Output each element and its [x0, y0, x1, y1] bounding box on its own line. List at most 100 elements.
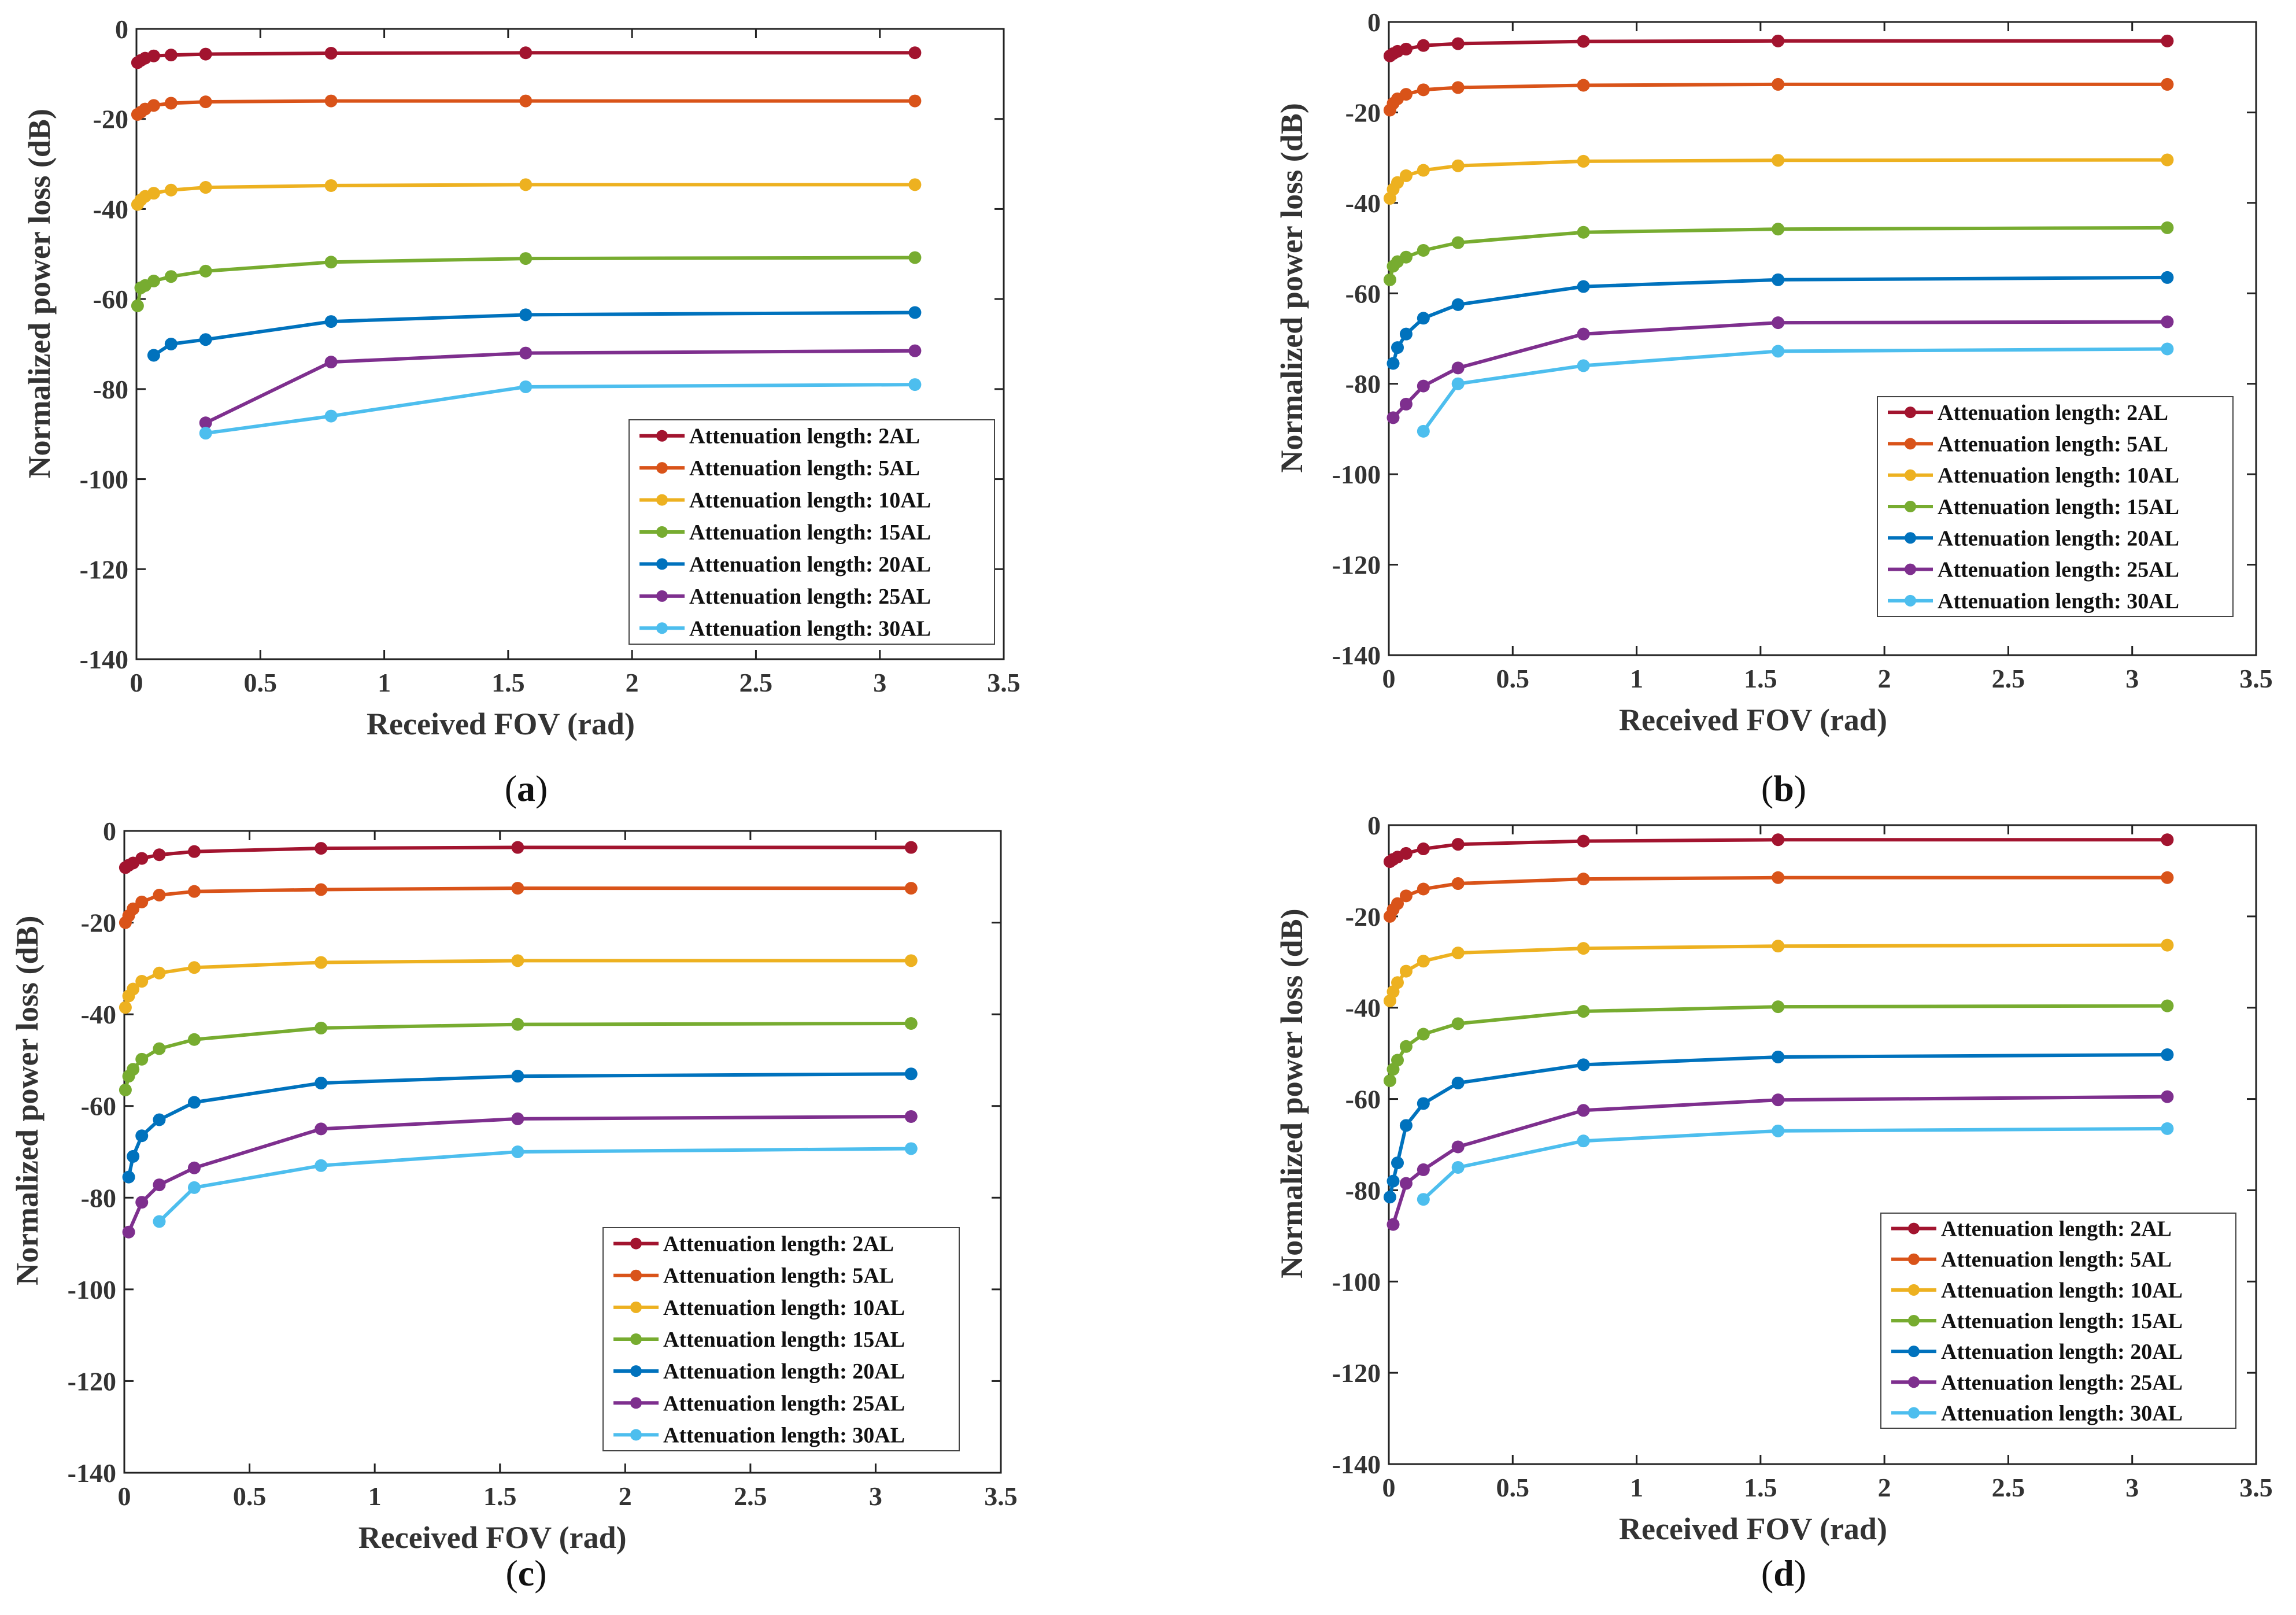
- data-point: [1391, 976, 1404, 989]
- data-point: [1417, 39, 1430, 52]
- y-axis-title: Normalized power loss (dB): [22, 109, 57, 478]
- data-point: [1417, 424, 1430, 438]
- data-point: [1387, 357, 1400, 370]
- data-point: [2161, 871, 2174, 884]
- y-tick-label: -60: [1345, 1085, 1381, 1114]
- data-point: [1451, 37, 1465, 50]
- data-point: [1577, 327, 1590, 341]
- legend-swatch-marker: [630, 1333, 642, 1345]
- legend-box: [1877, 396, 2234, 617]
- data-point: [1391, 1156, 1404, 1170]
- data-point: [127, 1150, 140, 1163]
- data-point: [1417, 1028, 1430, 1041]
- x-axis-title: Received FOV (rad): [367, 707, 635, 741]
- x-tick-label: 3: [2125, 664, 2139, 693]
- data-point: [511, 1145, 524, 1158]
- data-point: [324, 356, 338, 369]
- legend-entry: Attenuation length: 2AL: [663, 1232, 894, 1256]
- data-point: [135, 1196, 149, 1209]
- legend-swatch-marker: [630, 1429, 642, 1441]
- data-point: [1399, 327, 1413, 341]
- y-tick-label: -60: [1345, 279, 1381, 308]
- series-line-7: [1422, 1126, 2168, 1201]
- data-point: [135, 1129, 149, 1143]
- data-point: [1391, 341, 1404, 354]
- legend-swatch-marker: [1908, 1407, 1920, 1419]
- series-line-7: [205, 383, 915, 435]
- data-point: [1772, 1124, 1785, 1137]
- legend-swatch-marker: [630, 1397, 642, 1409]
- data-point: [1387, 1174, 1400, 1188]
- legend-swatch-marker: [1905, 469, 1916, 481]
- data-point: [1577, 226, 1590, 239]
- data-point: [1451, 298, 1465, 311]
- data-point: [2161, 938, 2174, 952]
- data-point: [1772, 316, 1785, 330]
- x-tick-label: 3: [869, 1481, 882, 1511]
- data-point: [1577, 873, 1590, 886]
- x-tick-label: 2.5: [740, 668, 773, 697]
- panel-label: (a): [505, 768, 548, 809]
- legend-entry: Attenuation length: 30AL: [1938, 589, 2179, 614]
- series-line-4: [1388, 226, 2168, 280]
- data-point: [1772, 223, 1785, 236]
- data-point: [324, 256, 338, 269]
- data-point: [1577, 1058, 1590, 1071]
- y-tick-label: -100: [1332, 460, 1381, 489]
- legend-entry: Attenuation length: 2AL: [1938, 401, 2168, 425]
- data-point: [2161, 77, 2174, 91]
- legend-swatch-marker: [630, 1301, 642, 1313]
- data-point: [164, 270, 178, 283]
- data-point: [187, 961, 201, 974]
- data-point: [324, 94, 338, 108]
- y-tick-label: -140: [1332, 641, 1381, 670]
- y-tick-label: -60: [93, 284, 128, 314]
- legend-swatch-marker: [1905, 563, 1916, 575]
- legend-entry: Attenuation length: 15AL: [1941, 1309, 2183, 1333]
- y-tick-label: 0: [1367, 811, 1381, 840]
- legend-swatch-marker: [1908, 1253, 1920, 1265]
- data-point: [1399, 169, 1413, 182]
- y-tick-label: -140: [80, 645, 128, 674]
- data-point: [1399, 88, 1413, 101]
- y-tick-label: -80: [1345, 369, 1381, 399]
- legend-box: [1880, 1213, 2236, 1429]
- data-point: [1451, 838, 1465, 851]
- data-point: [187, 845, 201, 858]
- data-point: [1399, 1177, 1413, 1190]
- data-point: [1399, 250, 1413, 264]
- data-point: [904, 1142, 918, 1155]
- data-point: [904, 1110, 918, 1123]
- data-point: [1577, 79, 1590, 92]
- data-point: [1417, 243, 1430, 257]
- legend-entry: Attenuation length: 10AL: [663, 1296, 905, 1320]
- legend-box: [628, 419, 995, 645]
- data-point: [315, 1159, 328, 1172]
- x-tick-label: 0.5: [233, 1481, 267, 1511]
- data-point: [1391, 897, 1404, 910]
- data-point: [153, 1113, 166, 1126]
- data-point: [904, 1067, 918, 1081]
- data-point: [147, 49, 160, 62]
- legend-swatch-marker: [656, 622, 668, 634]
- data-point: [1577, 1104, 1590, 1117]
- data-point: [324, 179, 338, 192]
- x-tick-label: 2: [626, 668, 639, 697]
- data-point: [164, 338, 178, 350]
- data-point: [135, 975, 149, 988]
- legend-entry: Attenuation length: 5AL: [689, 456, 920, 481]
- x-tick-label: 0: [118, 1481, 131, 1511]
- legend-swatch-marker: [630, 1365, 642, 1377]
- x-tick-label: 0.5: [1496, 664, 1530, 693]
- data-point: [511, 1070, 524, 1083]
- data-point: [315, 956, 328, 969]
- data-point: [199, 416, 212, 430]
- data-point: [199, 181, 212, 194]
- legend-swatch-marker: [1908, 1222, 1920, 1235]
- data-point: [1772, 871, 1785, 884]
- legend-entry: Attenuation length: 5AL: [1941, 1248, 2172, 1272]
- data-point: [127, 902, 140, 915]
- data-point: [2161, 1090, 2174, 1103]
- x-tick-label: 2: [1878, 664, 1891, 693]
- x-tick-label: 1.5: [1744, 1473, 1777, 1502]
